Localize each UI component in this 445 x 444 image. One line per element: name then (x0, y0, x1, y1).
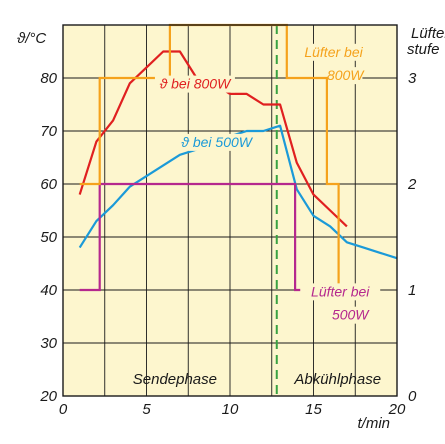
annotation-label: 800W (327, 67, 365, 83)
annotations: ϑ bei 800W ϑ bei 500W Lüfter bei 800W Lüfter… (154, 43, 381, 324)
y-right-tick-label: 1 (408, 282, 416, 299)
annotation-label: ϑ bei 800W (160, 76, 233, 92)
annotation-background (333, 306, 368, 324)
tick-labels: 0 5 10 15 20 20 30 40 50 60 70 80 0 1 2 3 (39, 70, 417, 418)
x-tick-label: 20 (388, 401, 406, 418)
annotation-background (293, 43, 374, 61)
annotation-background (154, 75, 235, 93)
series-line-orange (79, 23, 354, 292)
x-tick-label: 15 (305, 401, 322, 418)
y-axis-right-label-line2: stufe (407, 41, 440, 58)
y-left-tick-label: 70 (40, 123, 57, 140)
annotation-label: Lüfter bei (304, 44, 363, 60)
y-right-tick-label: 0 (408, 388, 417, 405)
annotation-background (176, 133, 257, 151)
y-axis-left-label: ϑ/°C (17, 30, 46, 47)
annotation-background (328, 67, 363, 85)
y-left-tick-label: 60 (40, 176, 57, 193)
annotation-label: ϑ bei 500W (181, 134, 254, 150)
phase-label-abkuehlphase: Abkühlphase (293, 371, 381, 388)
plot-frame (62, 24, 398, 397)
x-axis-label: t/min (357, 415, 390, 432)
y-left-tick-label: 40 (40, 282, 57, 299)
annotation-background (300, 283, 381, 301)
y-left-tick-label: 20 (39, 388, 57, 405)
x-tick-label: 10 (222, 401, 239, 418)
y-right-tick-label: 3 (408, 70, 417, 87)
x-tick-label: 5 (142, 401, 151, 418)
y-left-tick-label: 50 (40, 229, 57, 246)
phase-label-sendephase: Sendephase (133, 371, 217, 388)
annotation-label: Lüfter bei (311, 283, 370, 299)
y-left-tick-label: 30 (40, 335, 57, 352)
x-tick-label: 0 (59, 401, 68, 418)
annotation-label: 500W (332, 307, 370, 323)
y-right-tick-label: 2 (407, 176, 417, 193)
y-left-tick-label: 80 (40, 70, 57, 87)
y-axis-right-label-line1: Lüfter- (411, 25, 445, 42)
